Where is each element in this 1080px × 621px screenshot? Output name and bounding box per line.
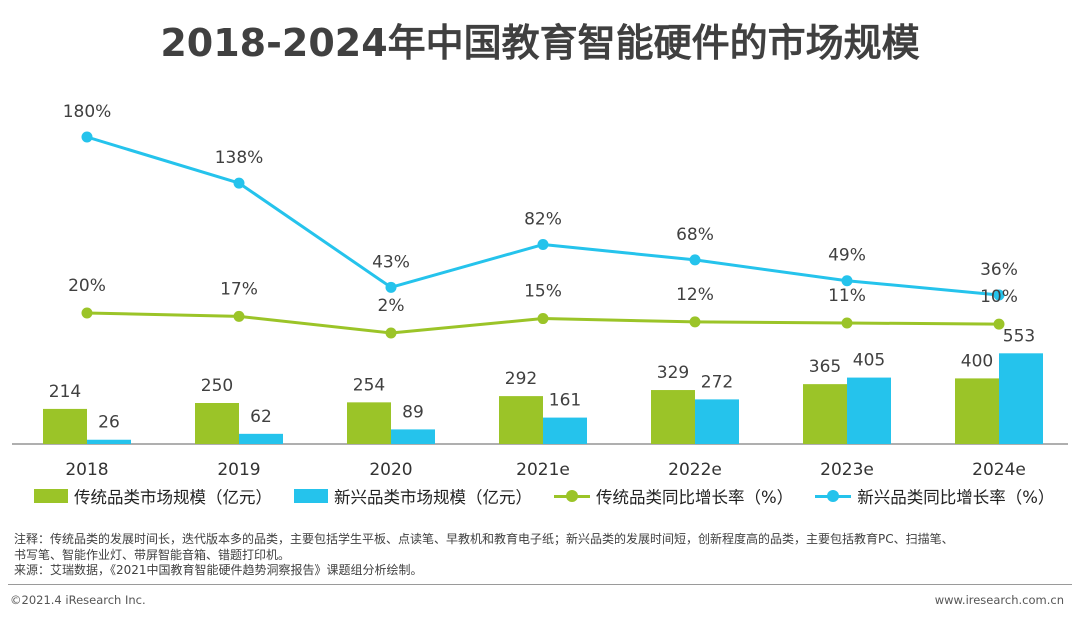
data-label-emerging-growth: 68% xyxy=(676,225,714,245)
data-label-emerging: 161 xyxy=(549,391,581,411)
footer-divider xyxy=(8,584,1072,585)
copyright: ©2021.4 iResearch Inc. xyxy=(10,593,146,607)
data-label-traditional-growth: 20% xyxy=(68,276,106,296)
point-emerging-growth xyxy=(233,177,245,189)
note-line: 书写笔、智能作业灯、带屏智能音箱、错题打印机。 xyxy=(14,547,291,562)
x-tick-label: 2024e xyxy=(972,460,1026,480)
data-label-emerging: 272 xyxy=(701,372,733,392)
legend-label: 传统品类同比增长率（%） xyxy=(596,488,794,507)
point-emerging-growth xyxy=(537,239,549,251)
point-traditional-growth xyxy=(385,327,397,339)
x-tick-label: 2019 xyxy=(217,460,260,480)
website-link[interactable]: www.iresearch.com.cn xyxy=(934,593,1064,607)
point-emerging-growth xyxy=(385,281,397,293)
data-label-traditional: 365 xyxy=(809,357,841,377)
bar-emerging xyxy=(87,439,131,444)
data-label-emerging: 89 xyxy=(402,402,424,422)
x-tick-label: 2022e xyxy=(668,460,722,480)
chart-area: 214 26 250 62 254 89 292 161 329 272 365 405 400 553 1… xyxy=(12,102,1068,480)
legend-swatch-emerging-line xyxy=(815,489,852,503)
bar-traditional xyxy=(803,384,847,444)
data-label-traditional: 400 xyxy=(961,351,993,371)
legend-swatch-traditional-bar xyxy=(34,489,68,503)
data-label-emerging: 405 xyxy=(853,351,885,371)
legend: 传统品类市场规模（亿元） 新兴品类市场规模（亿元） 传统品类同比增长率（%） 新… xyxy=(34,484,1074,508)
data-label-emerging-growth: 138% xyxy=(215,148,264,168)
point-traditional-growth xyxy=(841,317,853,329)
bar-traditional xyxy=(651,390,695,444)
data-label-traditional: 329 xyxy=(657,363,689,383)
bar-traditional xyxy=(43,408,87,444)
data-label-traditional-growth: 17% xyxy=(220,279,258,299)
legend-label: 新兴品类同比增长率（%） xyxy=(857,488,1055,507)
point-traditional-growth xyxy=(233,310,245,322)
source-line: 来源：艾瑞数据，《2021中国教育智能硬件趋势洞察报告》课题组分析绘制。 xyxy=(14,563,423,577)
bar-emerging xyxy=(543,417,587,444)
data-label-traditional: 250 xyxy=(201,376,233,396)
data-label-emerging: 553 xyxy=(1003,326,1035,346)
bars-layer xyxy=(43,353,1043,444)
point-traditional-growth xyxy=(993,318,1005,330)
data-label-emerging: 26 xyxy=(98,413,120,433)
lines-layer xyxy=(81,131,1005,339)
point-traditional-growth xyxy=(81,307,93,319)
legend-swatch-traditional-line xyxy=(554,489,590,503)
bar-emerging xyxy=(239,433,283,444)
data-label-emerging-growth: 180% xyxy=(63,102,112,122)
legend-item-emerging-market: 新兴品类市场规模（亿元） xyxy=(294,484,532,508)
data-label-emerging-growth: 49% xyxy=(828,246,866,266)
chart-title: 2018-2024年中国教育智能硬件的市场规模 xyxy=(160,21,920,65)
x-tick-label: 2023e xyxy=(820,460,874,480)
data-label-traditional-growth: 11% xyxy=(828,286,866,306)
legend-label: 传统品类市场规模（亿元） xyxy=(74,488,272,507)
bar-emerging xyxy=(847,377,891,444)
x-tick-label: 2021e xyxy=(516,460,570,480)
bar-traditional xyxy=(347,402,391,444)
bar-emerging xyxy=(695,399,739,444)
legend-item-emerging-growth: 新兴品类同比增长率（%） xyxy=(815,484,1054,508)
notes: 注释：传统品类的发展时间长，迭代版本多的品类，主要包括学生平板、点读笔、早教机和… xyxy=(14,532,1064,579)
point-traditional-growth xyxy=(689,316,701,328)
bar-emerging xyxy=(999,353,1043,444)
bar-traditional xyxy=(195,403,239,444)
data-label-traditional-growth: 10% xyxy=(980,287,1018,307)
data-label-emerging: 62 xyxy=(250,407,272,427)
bar-traditional xyxy=(499,396,543,444)
data-label-traditional: 254 xyxy=(353,375,385,395)
data-label-traditional-growth: 15% xyxy=(524,282,562,302)
data-label-traditional: 292 xyxy=(505,369,537,389)
legend-item-traditional-growth: 传统品类同比增长率（%） xyxy=(554,484,793,508)
legend-label: 新兴品类市场规模（亿元） xyxy=(334,488,532,507)
note-line: 注释：传统品类的发展时间长，迭代版本多的品类，主要包括学生平板、点读笔、早教机和… xyxy=(14,532,954,546)
point-emerging-growth xyxy=(993,289,1005,301)
legend-swatch-emerging-bar xyxy=(294,489,328,503)
data-label-emerging-growth: 82% xyxy=(524,210,562,230)
point-emerging-growth xyxy=(841,275,853,287)
legend-item-traditional-market: 传统品类市场规模（亿元） xyxy=(34,484,272,508)
point-emerging-growth xyxy=(81,131,93,143)
x-tick-label: 2018 xyxy=(65,460,108,480)
x-tick-label: 2020 xyxy=(369,460,412,480)
bar-traditional xyxy=(955,378,999,444)
labels-layer: 214 26 250 62 254 89 292 161 329 272 365 405 400 553 1… xyxy=(49,102,1035,433)
x-tick-labels: 2018 2019 2020 2021e 2022e 2023e 2024e xyxy=(65,460,1026,480)
data-label-emerging-growth: 43% xyxy=(372,252,410,272)
data-label-traditional-growth: 12% xyxy=(676,285,714,305)
data-label-traditional: 214 xyxy=(49,382,81,402)
data-label-traditional-growth: 2% xyxy=(378,296,405,316)
bar-emerging xyxy=(391,429,435,444)
point-traditional-growth xyxy=(537,313,549,325)
data-label-emerging-growth: 36% xyxy=(980,260,1018,280)
point-emerging-growth xyxy=(689,254,701,266)
